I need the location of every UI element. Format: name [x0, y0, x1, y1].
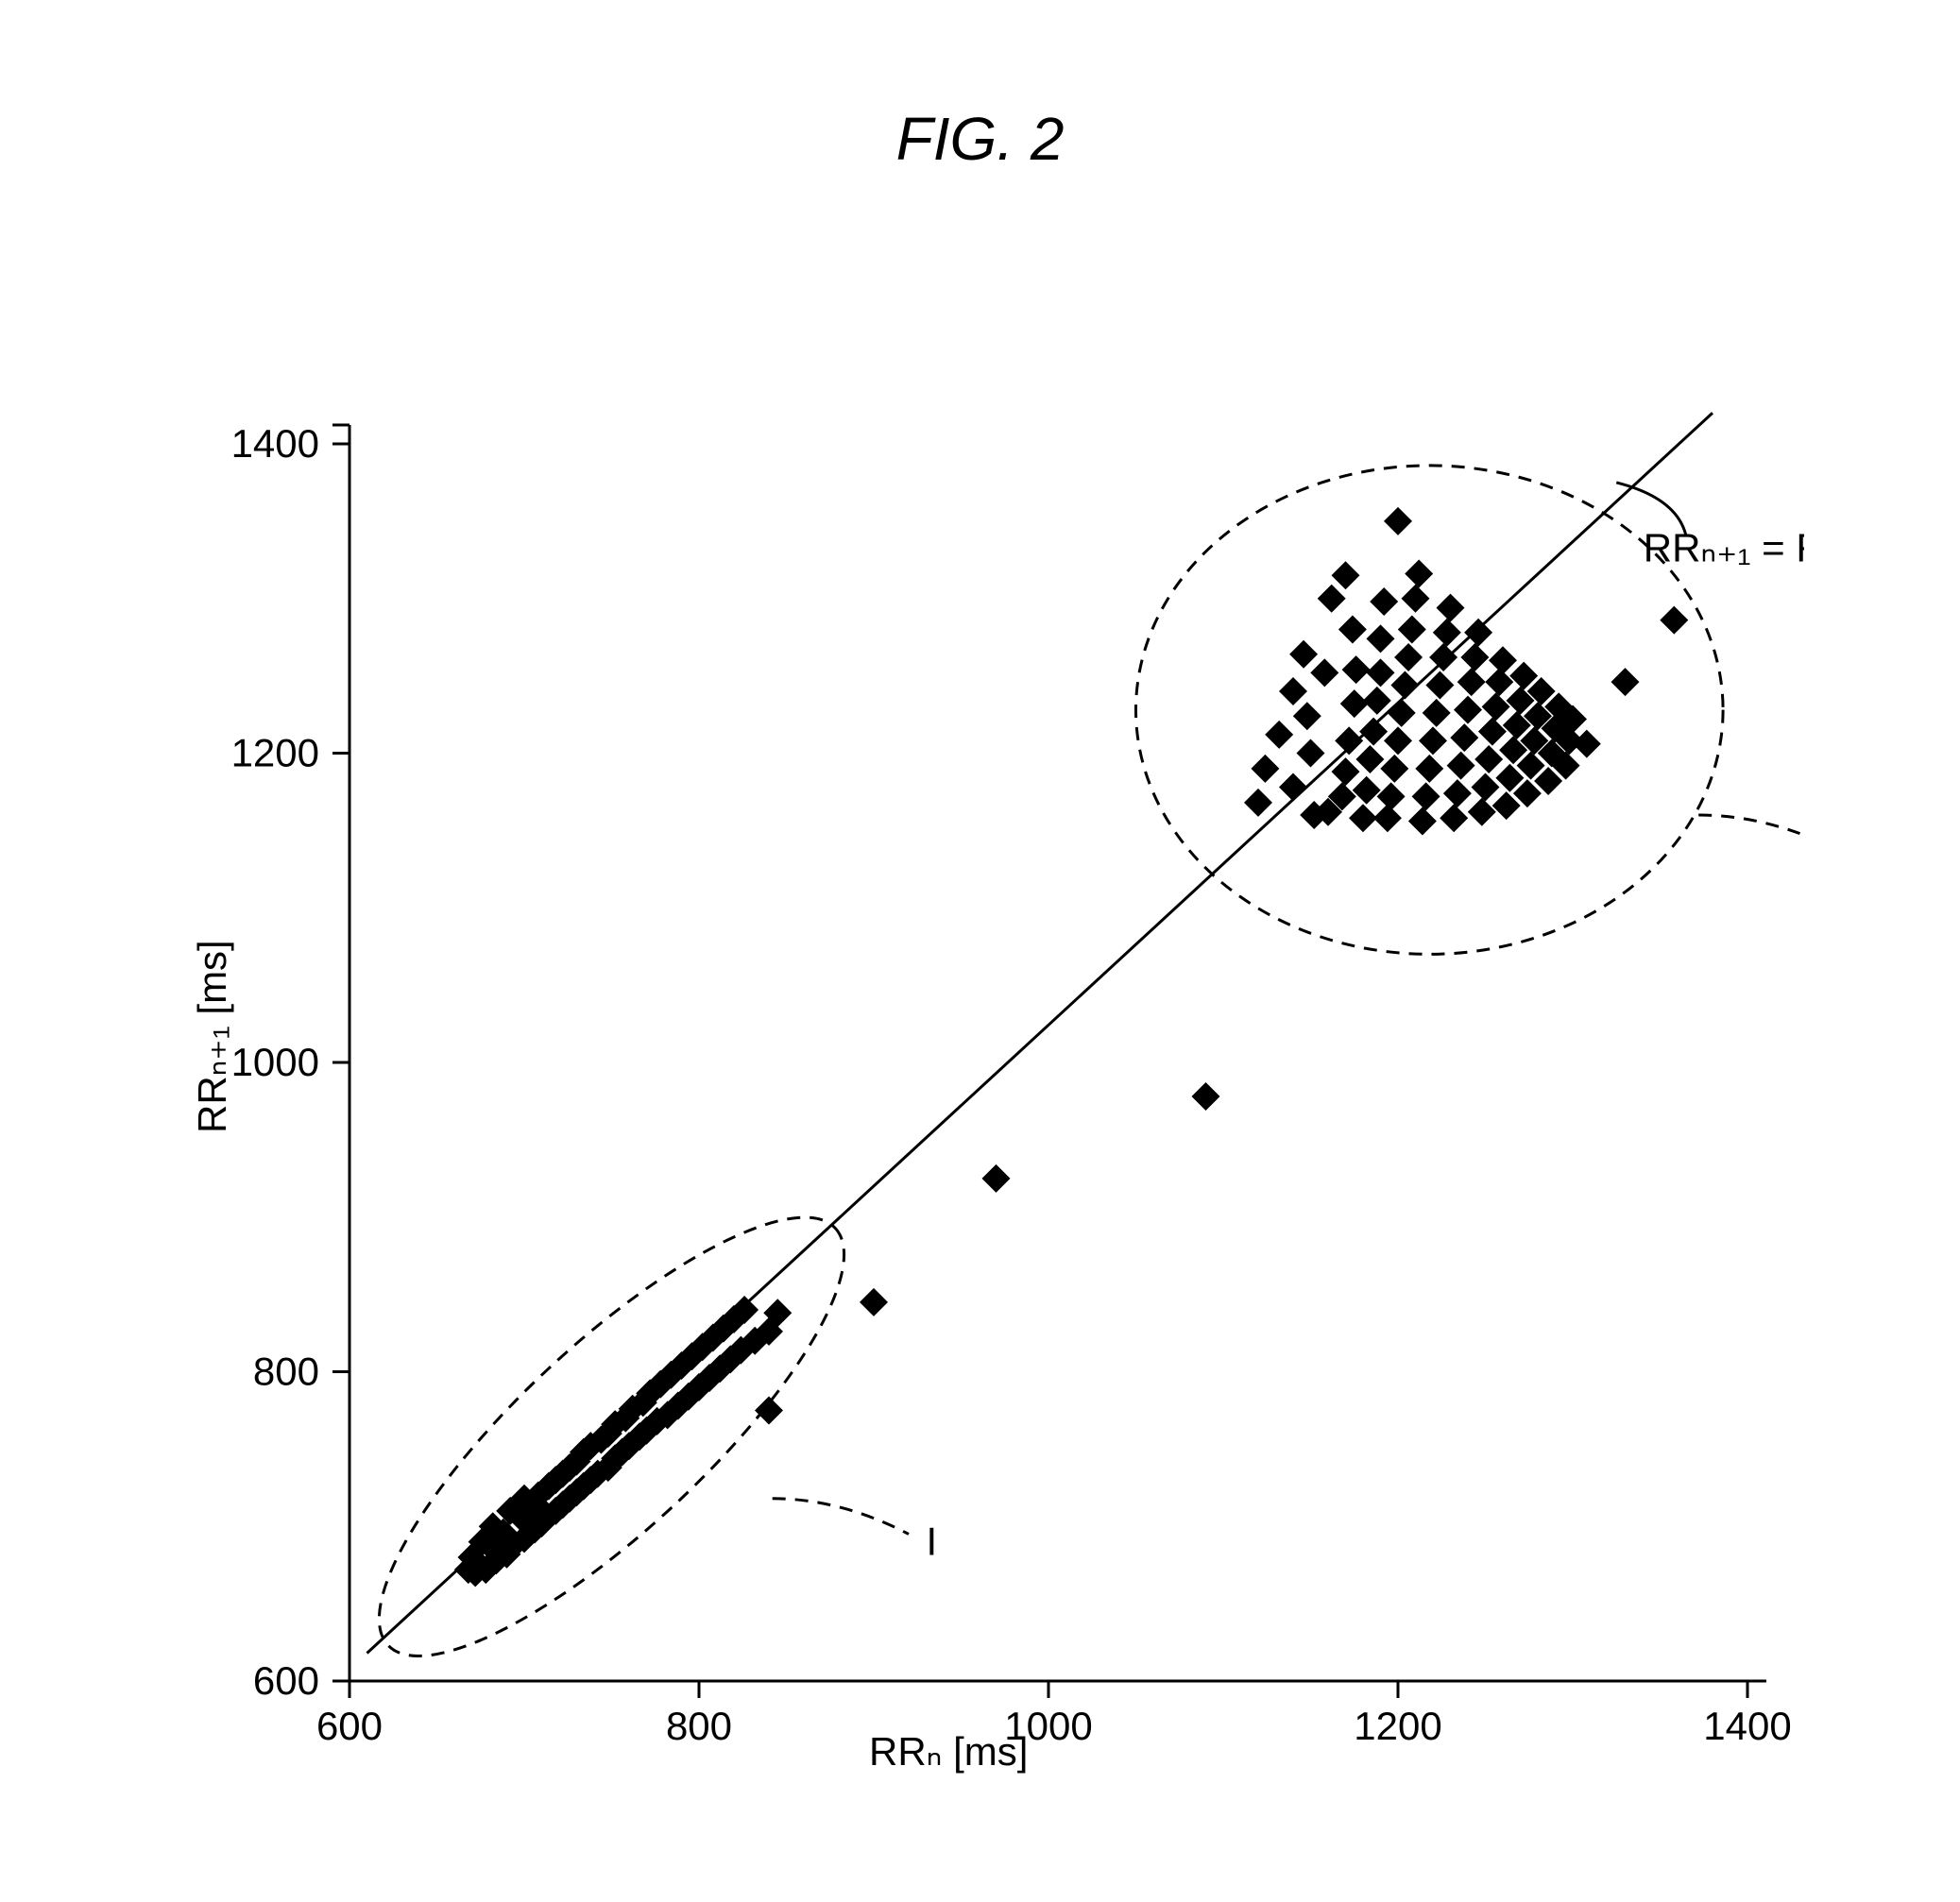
- svg-text:600: 600: [316, 1704, 383, 1748]
- y-axis-label: RRₙ₊₁ [ms]: [189, 940, 235, 1133]
- svg-text:1400: 1400: [1703, 1704, 1791, 1748]
- svg-text:1200: 1200: [1354, 1704, 1441, 1748]
- chart-container: 600800100012001400600800100012001400RRₙ₊…: [217, 406, 1804, 1799]
- figure-title: FIG. 2: [0, 104, 1960, 174]
- svg-text:800: 800: [253, 1350, 319, 1394]
- page-root: FIG. 2 600800100012001400600800100012001…: [0, 0, 1960, 1902]
- identity-line-label: RRₙ₊₁ = RRₙ: [1644, 526, 1804, 570]
- svg-text:800: 800: [666, 1704, 732, 1748]
- svg-text:1200: 1200: [231, 731, 319, 775]
- poincare-scatter-chart: 600800100012001400600800100012001400RRₙ₊…: [217, 406, 1804, 1794]
- svg-text:600: 600: [253, 1658, 319, 1703]
- svg-text:1000: 1000: [231, 1040, 319, 1084]
- cluster-label-I: I: [927, 1520, 938, 1564]
- x-axis-label: RRₙ [ms]: [869, 1728, 1028, 1775]
- svg-text:1400: 1400: [231, 421, 319, 466]
